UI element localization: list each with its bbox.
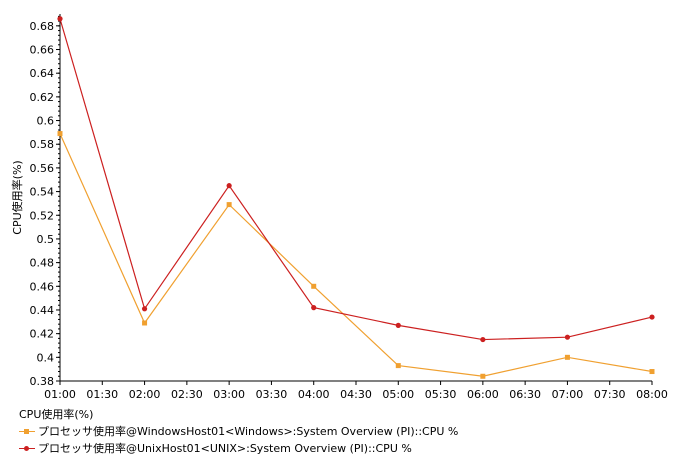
y-tick-label: 0.6 — [37, 115, 55, 128]
y-tick-label: 0.44 — [30, 304, 55, 317]
y-tick-label: 0.54 — [30, 186, 55, 199]
series-line-1 — [59, 18, 653, 341]
x-tick-label: 07:30 — [594, 388, 626, 401]
legend-swatch-windows — [19, 427, 35, 437]
y-tick-label: 0.42 — [30, 328, 55, 341]
data-point — [480, 373, 486, 379]
legend-swatch-unix — [19, 444, 35, 454]
x-tick-label: 03:00 — [213, 388, 245, 401]
data-point — [57, 16, 63, 22]
data-point — [480, 336, 486, 343]
y-tick-label: 0.38 — [30, 375, 55, 388]
data-point — [141, 306, 148, 312]
plot-area: 0.38 0.4 0.42 0.44 0.46 0.48 0.5 0.52 0.54 0.56 0.… — [30, 14, 668, 401]
data-point — [649, 369, 655, 375]
y-tick-label: 0.52 — [30, 209, 55, 222]
legend-label-unix: プロセッサ使用率@UnixHost01<UNIX>:System Overvie… — [38, 442, 412, 455]
y-tick-label: 0.48 — [30, 257, 55, 270]
legend-item-unix: プロセッサ使用率@UnixHost01<UNIX>:System Overvie… — [19, 440, 458, 457]
y-tick-label: 0.66 — [30, 44, 55, 57]
legend-item-windows: プロセッサ使用率@WindowsHost01<Windows>:System O… — [19, 423, 458, 440]
x-tick-label: 07:00 — [552, 388, 584, 401]
y-tick-label: 0.68 — [30, 20, 55, 33]
data-point — [142, 320, 148, 326]
legend: CPU使用率(%) プロセッサ使用率@WindowsHost01<Windows… — [19, 406, 458, 457]
y-tick-label: 0.58 — [30, 138, 55, 151]
y-tick-label: 0.5 — [37, 233, 55, 246]
x-tick-label: 05:30 — [425, 388, 457, 401]
y-axis-label: CPU使用率(%) — [10, 160, 24, 234]
data-point — [311, 305, 317, 311]
data-point — [564, 354, 570, 360]
x-tick-label: 01:30 — [86, 388, 118, 401]
legend-title: CPU使用率(%) — [19, 408, 94, 421]
data-point — [226, 202, 232, 208]
x-tick-label: 04:30 — [340, 388, 372, 401]
data-point — [395, 363, 401, 369]
x-tick-label: 03:30 — [256, 388, 288, 401]
y-tick-label: 0.46 — [30, 280, 55, 293]
x-tick-label: 06:30 — [509, 388, 541, 401]
x-tick-label: 02:30 — [171, 388, 203, 401]
data-point — [649, 314, 655, 320]
data-point — [226, 183, 232, 189]
y-tick-label: 0.64 — [30, 67, 55, 80]
data-point — [395, 322, 401, 328]
x-tick-label: 04:00 — [298, 388, 330, 401]
data-point — [57, 131, 63, 137]
y-tick-label: 0.62 — [30, 91, 55, 104]
x-tick-label: 02:00 — [129, 388, 161, 401]
y-tick-label: 0.4 — [37, 351, 55, 364]
data-point — [564, 334, 571, 340]
x-tick-label: 05:00 — [382, 388, 414, 401]
x-tick-label: 06:00 — [467, 388, 499, 401]
series-line-0 — [59, 133, 653, 377]
x-tick-label: 08:00 — [636, 388, 668, 401]
x-tick-label: 01:00 — [44, 388, 76, 401]
legend-label-windows: プロセッサ使用率@WindowsHost01<Windows>:System O… — [38, 425, 459, 438]
y-tick-label: 0.56 — [30, 162, 55, 175]
data-point — [311, 283, 317, 289]
